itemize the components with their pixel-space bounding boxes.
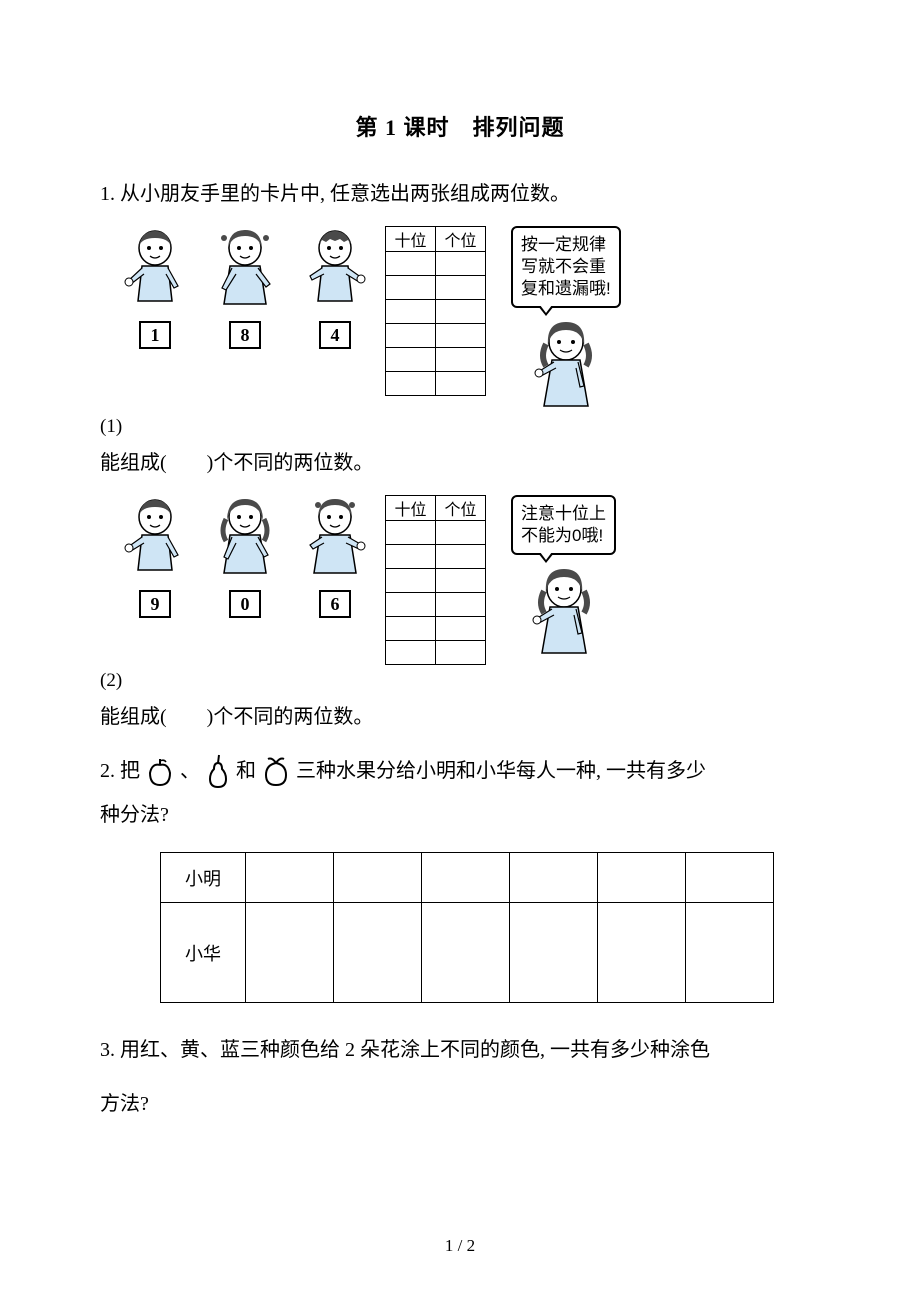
- q1-part1-block: 1 8: [120, 226, 800, 411]
- child-boy-icon: [120, 495, 190, 585]
- card-1-1: 1: [139, 321, 171, 349]
- th-tens: 十位: [386, 496, 436, 521]
- child-girl-icon: [300, 495, 370, 585]
- kids-group-2: 9 0: [120, 495, 370, 618]
- q1-answer1: 能组成( )个不同的两位数。: [100, 446, 820, 475]
- q2-line2: 种分法?: [100, 793, 820, 837]
- q2-prefix: 2. 把: [100, 749, 140, 793]
- fruit-row2-hdr: 小华: [161, 903, 246, 1003]
- hint-text-1: 按一定规律 写就不会重 复和遗漏哦!: [521, 235, 611, 298]
- apple-icon: [142, 753, 178, 789]
- pear-icon: [202, 751, 234, 791]
- kids-group-1: 1 8: [120, 226, 370, 349]
- q2-line1: 2. 把 、 和 三种水果分给小明和小华每人一种, 一共有多少: [100, 749, 820, 793]
- card-1-2: 8: [229, 321, 261, 349]
- q2-mid2: 和: [236, 749, 256, 793]
- hint-bubble-2: 注意十位上 不能为0哦!: [511, 495, 616, 555]
- q1-sub1: (1): [100, 416, 820, 438]
- kid-2-3: 6: [300, 495, 370, 618]
- kid-1-2: 8: [210, 226, 280, 349]
- page-title: 第 1 课时 排列问题: [100, 110, 820, 142]
- fruit-table: 小明 小华: [160, 852, 774, 1003]
- teacher-girl-icon: [524, 563, 604, 658]
- card-2-1: 9: [139, 590, 171, 618]
- kid-1-1: 1: [120, 226, 190, 349]
- th-ones: 个位: [436, 227, 486, 252]
- peach-icon: [258, 753, 294, 789]
- q2-mid1: 、: [180, 749, 200, 793]
- q3-line1: 3. 用红、黄、蓝三种颜色给 2 朵花涂上不同的颜色, 一共有多少种涂色: [100, 1028, 820, 1072]
- hint-bubble-1: 按一定规律 写就不会重 复和遗漏哦!: [511, 226, 621, 308]
- card-1-3: 4: [319, 321, 351, 349]
- fruit-row1-hdr: 小明: [161, 853, 246, 903]
- hint-1: 按一定规律 写就不会重 复和遗漏哦!: [511, 226, 621, 411]
- hint-text-2: 注意十位上 不能为0哦!: [521, 504, 606, 545]
- hint-2: 注意十位上 不能为0哦!: [511, 495, 616, 658]
- teacher-girl-icon: [526, 316, 606, 411]
- q2-suffix: 三种水果分给小明和小华每人一种, 一共有多少: [296, 749, 706, 793]
- q1-sub2: (2): [100, 670, 820, 692]
- q3-line2: 方法?: [100, 1082, 820, 1126]
- card-2-3: 6: [319, 590, 351, 618]
- child-girl-icon: [210, 226, 280, 316]
- kid-2-2: 0: [210, 495, 280, 618]
- page-number: 1 / 2: [100, 1236, 820, 1256]
- q1-prompt: 1. 从小朋友手里的卡片中, 任意选出两张组成两位数。: [100, 172, 820, 216]
- q1-answer2: 能组成( )个不同的两位数。: [100, 700, 820, 729]
- kid-2-1: 9: [120, 495, 190, 618]
- digit-table-2: 十位个位: [385, 495, 486, 665]
- child-boy-icon: [300, 226, 370, 316]
- card-2-2: 0: [229, 590, 261, 618]
- digit-table-1: 十位个位: [385, 226, 486, 396]
- child-boy-icon: [120, 226, 190, 316]
- child-girl-icon: [210, 495, 280, 585]
- q1-part2-block: 9 0: [120, 495, 800, 665]
- th-ones: 个位: [436, 496, 486, 521]
- th-tens: 十位: [386, 227, 436, 252]
- kid-1-3: 4: [300, 226, 370, 349]
